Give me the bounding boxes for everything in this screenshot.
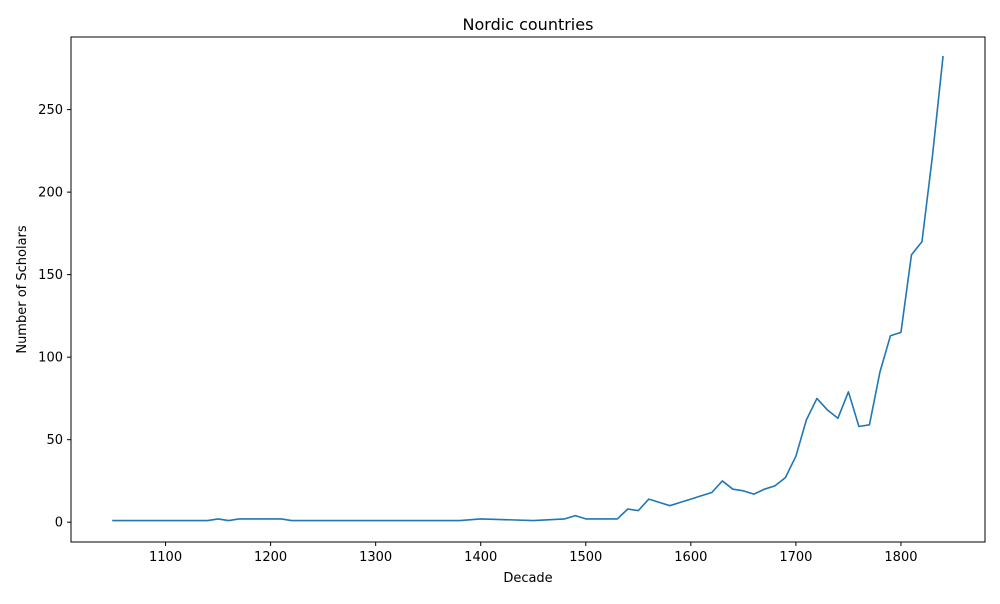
x-tick-label: 1800 bbox=[884, 550, 917, 565]
x-tick-label: 1200 bbox=[254, 550, 287, 565]
y-tick-label: 200 bbox=[38, 186, 63, 201]
x-tick-label: 1400 bbox=[464, 550, 497, 565]
x-axis-label: Decade bbox=[503, 571, 552, 586]
x-tick-label: 1100 bbox=[149, 550, 182, 565]
x-tick-label: 1500 bbox=[569, 550, 602, 565]
x-tick-label: 1700 bbox=[779, 550, 812, 565]
y-tick-label: 50 bbox=[46, 433, 63, 448]
plot-frame bbox=[70, 36, 986, 543]
y-tick-label: 250 bbox=[38, 103, 63, 118]
x-tick-label: 1300 bbox=[359, 550, 392, 565]
y-axis-label: Number of Scholars bbox=[15, 225, 30, 354]
y-tick-label: 0 bbox=[55, 516, 63, 531]
chart-title: Nordic countries bbox=[463, 15, 594, 34]
y-tick-label: 150 bbox=[38, 268, 63, 283]
y-tick-label: 100 bbox=[38, 351, 63, 366]
x-tick-label: 1600 bbox=[674, 550, 707, 565]
series-line bbox=[112, 55, 944, 522]
